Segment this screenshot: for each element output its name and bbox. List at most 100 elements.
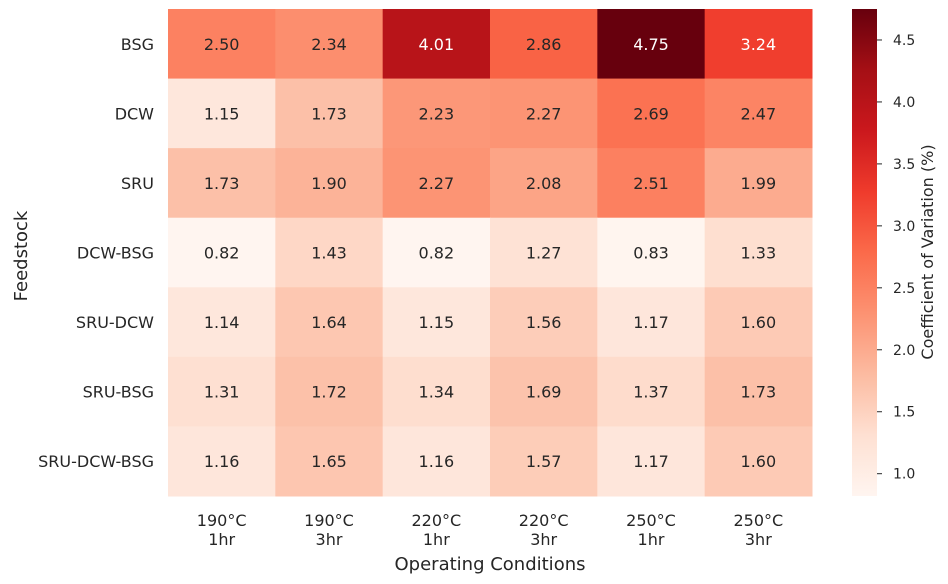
colorbar-tick-label: 2.0 [893,343,915,359]
cell-value-label: 0.82 [204,244,240,263]
heatmap-cell [382,78,491,149]
heatmap-cell [490,78,598,149]
cell-value-label: 1.14 [204,313,240,332]
cell-value-label: 1.60 [741,452,777,471]
heatmap-cell [382,356,491,427]
cell-value-label: 1.73 [204,174,240,193]
cell-value-label: 1.60 [741,313,777,332]
cell-value-label: 1.43 [311,244,347,263]
cell-value-label: 1.33 [741,244,777,263]
heatmap-cell [168,426,276,497]
heatmap-cell [382,426,491,497]
cell-value-label: 1.64 [311,313,347,332]
heatmap-cell [704,78,813,149]
cell-value-label: 2.50 [204,35,240,54]
colorbar-tick-label: 1.5 [893,405,915,421]
cell-value-label: 1.31 [204,383,240,402]
heatmap-cell [597,287,706,358]
x-tick-label: 250°C 1hr [626,511,676,549]
heatmap-cell [382,217,491,288]
heatmap-cell [168,217,276,288]
colorbar-tick-label: 2.5 [893,281,915,297]
x-tick-label: 220°C 1hr [411,511,461,549]
y-tick-label: SRU [121,174,154,193]
heatmap-cell [597,426,706,497]
cell-value-label: 1.27 [526,244,562,263]
heatmap-cell [168,148,276,219]
x-tick-label: 220°C 3hr [519,511,569,549]
y-tick-label: SRU-BSG [83,383,154,402]
heatmap-cell [382,287,491,358]
heatmap-cell [704,356,813,427]
heatmap-cell [490,287,598,358]
heatmap-cell [275,217,384,288]
cell-value-label: 0.83 [633,244,669,263]
colorbar-tick-label: 3.5 [893,157,915,173]
heatmap-cell [490,217,598,288]
cell-value-label: 1.17 [633,313,669,332]
heatmap-cell [275,426,384,497]
heatmap-cell [597,9,706,80]
heatmap-cell [275,148,384,219]
cell-value-label: 1.69 [526,383,562,402]
y-tick-label: DCW-BSG [77,244,154,263]
heatmap-cell [490,148,598,219]
heatmap-cell [704,217,813,288]
heatmap-cell [490,426,598,497]
heatmap-cell [168,9,276,80]
cell-value-label: 2.69 [633,104,669,123]
cell-value-label: 1.16 [204,452,240,471]
heatmap-cells [168,9,813,497]
heatmap-cell [275,287,384,358]
colorbar-label: Coefficient of Variation (%) [918,144,937,359]
cell-value-label: 1.72 [311,383,347,402]
heatmap-cell [597,148,706,219]
cell-value-label: 0.82 [419,244,455,263]
cell-value-label: 2.86 [526,35,562,54]
heatmap-cell [275,78,384,149]
cell-value-label: 1.73 [311,104,347,123]
x-tick-label: 190°C 1hr [197,511,247,549]
y-tick-label: DCW [115,104,154,123]
cell-value-label: 4.01 [419,35,455,54]
cell-value-label: 1.99 [741,174,777,193]
y-tick-label: BSG [121,35,154,54]
cell-value-label: 2.23 [419,104,455,123]
cell-value-label: 1.16 [419,452,455,471]
colorbar-tick-label: 3.0 [893,219,915,235]
cell-value-label: 1.34 [419,383,455,402]
cell-value-label: 1.90 [311,174,347,193]
heatmap-cell [490,9,598,80]
cell-value-label: 1.15 [204,104,240,123]
cell-value-label: 2.47 [741,104,777,123]
y-axis-tick-labels: BSG DCW SRU DCW-BSG SRU-DCW SRU-BSG SRU-DCW-BS… [38,35,154,471]
heatmap-cell [704,148,813,219]
cell-value-label: 1.56 [526,313,562,332]
heatmap-cell [490,356,598,427]
x-tick-label: 250°C 3hr [733,511,783,549]
heatmap-cell [704,287,813,358]
cell-value-label: 2.27 [419,174,455,193]
x-axis-tick-labels: 190°C 1hr 190°C 3hr 220°C 1hr 220°C 3hr 250°C 1hr… [197,511,783,549]
x-tick-label: 190°C 3hr [304,511,354,549]
heatmap-cell [168,78,276,149]
cell-value-label: 1.65 [311,452,347,471]
heatmap-cell [704,426,813,497]
y-tick-label: SRU-DCW [76,313,154,332]
cell-value-label: 1.73 [741,383,777,402]
heatmap-cell [275,9,384,80]
y-tick-label: SRU-DCW-BSG [38,452,154,471]
heatmap-cell-labels: 2.50 2.34 4.01 2.86 4.75 3.24 1.15 1.73 2.23 2.27… [204,35,776,471]
heatmap-cell [597,78,706,149]
colorbar-tick-label: 1.0 [893,467,915,483]
x-axis-label: Operating Conditions [395,554,586,575]
cell-value-label: 3.24 [741,35,777,54]
heatmap-cell [704,9,813,80]
colorbar [852,9,877,496]
cell-value-label: 4.75 [633,35,669,54]
cell-value-label: 2.34 [311,35,347,54]
heatmap-cell [382,9,491,80]
cell-value-label: 1.37 [633,383,669,402]
heatmap-cell [597,217,706,288]
